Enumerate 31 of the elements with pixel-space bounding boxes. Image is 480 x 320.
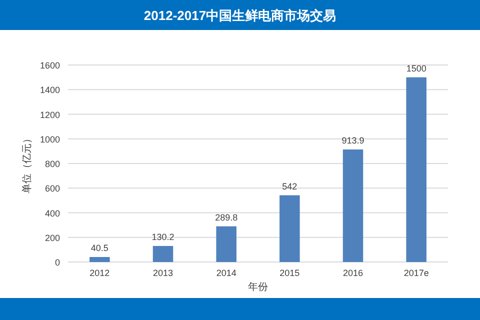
x-tick-label: 2012 (90, 268, 110, 278)
chart-title: 2012-2017中国生鲜电商市场交易 (144, 8, 336, 23)
y-tick-label: 800 (44, 159, 60, 169)
x-tick-label: 2016 (342, 268, 364, 278)
bar (216, 226, 236, 262)
x-tick-label: 2017e (404, 268, 429, 278)
y-tick-label: 1600 (40, 60, 60, 70)
y-axis-title: 单位（亿元） (21, 134, 33, 194)
data-label: 542 (282, 181, 298, 192)
title: 2012-2017中国生鲜电商市场交易 (0, 0, 480, 30)
bar (152, 246, 174, 262)
y-tick-label: 1200 (40, 110, 60, 120)
bar (342, 149, 364, 262)
data-label: 1500 (406, 63, 426, 74)
x-tick-label: 2015 (280, 268, 300, 278)
y-tick-label: 0 (54, 258, 60, 268)
data-label: 130.2 (152, 232, 174, 242)
bar (90, 257, 110, 262)
bar (406, 77, 426, 262)
bar (280, 195, 300, 262)
y-tick-label: 200 (44, 232, 60, 243)
y-tick-label: 400 (44, 208, 60, 218)
x-tick-label: 2014 (216, 268, 236, 278)
y-tick-label: 1400 (40, 85, 60, 96)
data-label: 913.9 (342, 135, 364, 146)
data-label: 289.8 (215, 212, 238, 222)
data-label: 40.5 (90, 243, 108, 254)
y-tick-label: 600 (44, 184, 60, 194)
y-tick-label: 1000 (40, 134, 60, 144)
x-tick-label: 2013 (152, 268, 174, 278)
x-axis-title: 年份 (248, 281, 268, 293)
